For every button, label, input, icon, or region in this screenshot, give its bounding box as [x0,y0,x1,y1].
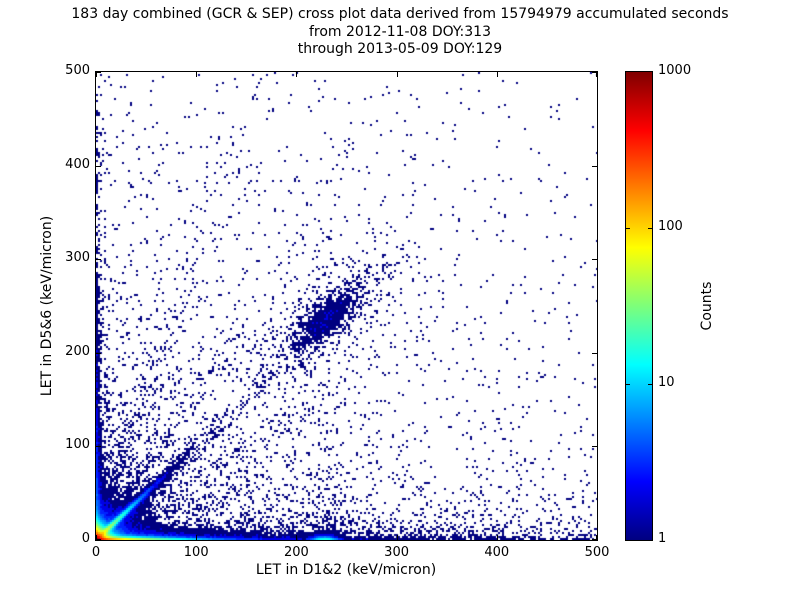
chart-title: 183 day combined (GCR & SEP) cross plot … [0,6,800,59]
x-tick-label: 200 [283,545,309,560]
y-tick-mark [96,446,101,448]
colorbar-axis-label: Counts [699,281,715,331]
plot-area [95,71,598,541]
colorbar-tick-label: 100 [658,219,683,234]
y-tick-label: 500 [65,63,90,78]
y-tick-mark [96,352,101,354]
y-tick-mark-right [592,165,597,167]
colorbar-tick-label: 1 [658,531,667,546]
x-tick-mark-top [496,72,498,77]
x-axis-label: LET in D1&2 (keV/micron) [255,562,437,578]
colorbar-tick-mark [648,384,652,385]
x-tick-label: 100 [183,545,209,560]
colorbar-tick-label: 10 [658,375,675,390]
x-tick-mark [96,535,97,540]
y-tick-mark-right [592,446,597,448]
y-tick-mark [96,539,101,540]
y-tick-label: 0 [81,531,90,546]
y-tick-label: 400 [65,156,90,172]
x-tick-mark-top [296,72,298,77]
y-tick-mark-right [592,72,597,73]
x-tick-mark-top [96,72,97,77]
x-tick-mark [196,535,198,540]
colorbar-tick-mark [626,384,630,385]
title-line-3: through 2013-05-09 DOY:129 [297,41,503,57]
y-tick-mark [96,165,101,167]
y-tick-mark [96,72,101,73]
x-tick-mark-top [196,72,198,77]
y-tick-label: 100 [65,437,90,453]
x-tick-mark [596,535,597,540]
x-tick-label: 500 [584,545,610,560]
y-tick-mark-right [592,352,597,354]
x-tick-label: 400 [484,545,510,560]
colorbar [625,71,653,541]
colorbar-tick-mark [648,228,652,229]
y-tick-mark-right [592,539,597,540]
colorbar-tick-label: 1000 [658,63,692,78]
x-tick-mark [296,535,298,540]
x-tick-mark [496,535,498,540]
y-tick-label: 200 [65,343,90,359]
y-tick-mark-right [592,259,597,261]
y-axis-label: LET in D5&6 (keV/micron) [39,215,55,397]
x-tick-label: 300 [384,545,410,560]
x-tick-label: 0 [91,545,101,560]
title-line-1: 183 day combined (GCR & SEP) cross plot … [71,6,729,22]
y-tick-label: 300 [65,250,90,266]
x-tick-mark-top [596,72,597,77]
scatter-density-canvas [96,72,597,540]
y-tick-mark [96,259,101,261]
title-line-2: from 2012-11-08 DOY:313 [308,23,491,40]
x-tick-mark-top [396,72,398,77]
x-tick-mark [396,535,398,540]
colorbar-tick-mark [626,228,630,229]
